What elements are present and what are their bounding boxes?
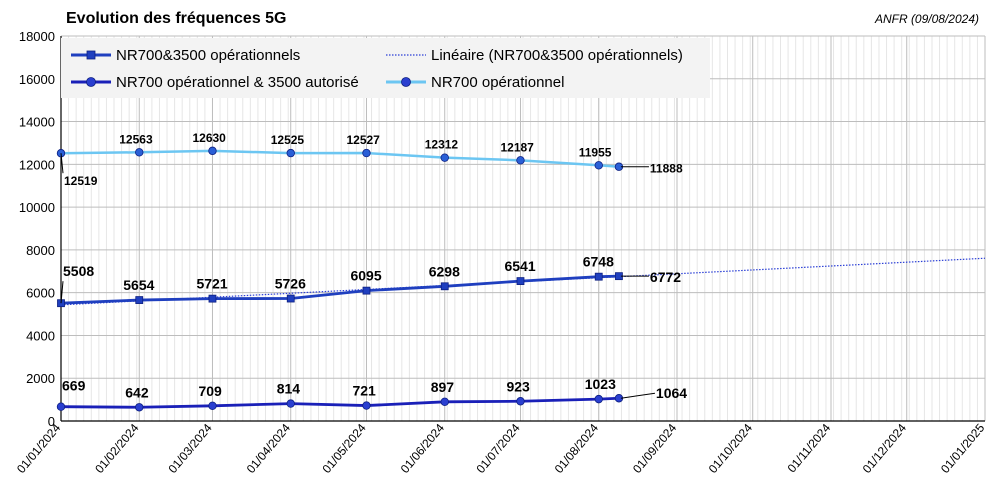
data-point: [516, 156, 525, 165]
data-label: 5508: [63, 263, 94, 279]
x-tick-label: 01/01/2024: [14, 421, 64, 476]
data-label: 12630: [192, 131, 226, 145]
label-leader: [620, 392, 656, 399]
x-tick-label: 01/02/2024: [92, 421, 142, 476]
data-point: [208, 294, 217, 303]
data-point: [362, 286, 371, 295]
data-label: 6541: [504, 258, 535, 274]
data-label: 709: [198, 383, 222, 399]
data-point: [440, 282, 449, 291]
y-tick-label: 18000: [19, 29, 55, 44]
data-label: 897: [431, 379, 455, 395]
data-point: [440, 397, 449, 407]
x-tick-label: 01/01/2025: [938, 421, 988, 476]
x-tick-label: 01/12/2024: [860, 421, 910, 476]
legend-label: NR700 opérationnel: [431, 74, 564, 91]
data-point: [362, 401, 371, 410]
data-point: [516, 397, 525, 406]
data-label: 642: [125, 384, 149, 400]
y-tick-label: 8000: [26, 243, 55, 258]
data-label: 12527: [346, 133, 380, 147]
data-label: 12525: [271, 133, 305, 147]
data-point: [286, 399, 295, 408]
y-tick-label: 10000: [19, 200, 55, 215]
legend-box: [61, 38, 710, 98]
x-tick-label: 01/04/2024: [244, 421, 294, 476]
data-label: 1023: [585, 376, 616, 392]
data-point: [440, 153, 449, 162]
data-point: [208, 401, 217, 411]
data-label: 814: [277, 381, 301, 397]
data-point: [135, 403, 144, 412]
data-point: [135, 148, 144, 157]
legend-marker: [401, 77, 411, 87]
data-label: 721: [352, 383, 376, 399]
legend-label: NR700 opérationnel & 3500 autorisé: [116, 74, 359, 91]
x-tick-label: 01/06/2024: [398, 421, 448, 476]
data-label: 923: [506, 378, 530, 394]
legend: NR700&3500 opérationnels Linéaire (NR700&…: [61, 38, 710, 98]
data-point: [594, 394, 603, 404]
data-label: 6772: [650, 269, 681, 285]
data-point: [135, 296, 144, 304]
y-tick-label: 0: [48, 414, 55, 429]
data-point: [286, 294, 295, 303]
x-tick-label: 01/10/2024: [706, 421, 756, 476]
y-tick-label: 12000: [19, 157, 55, 172]
data-point: [516, 277, 525, 285]
legend-marker: [86, 77, 96, 87]
y-tick-label: 14000: [19, 115, 55, 130]
label-leader: [60, 153, 64, 174]
y-tick-label: 4000: [26, 328, 55, 343]
data-point: [594, 272, 603, 281]
data-label: 12312: [425, 138, 459, 152]
data-point: [286, 148, 295, 158]
chart-title: Evolution des fréquences 5G: [66, 10, 287, 27]
data-label: 6298: [429, 263, 460, 279]
data-label: 11888: [650, 162, 683, 176]
data-label: 1064: [656, 385, 687, 401]
data-label: 12187: [500, 140, 534, 154]
data-label: 11955: [579, 145, 612, 159]
x-tick-label: 01/03/2024: [165, 421, 215, 476]
data-point: [56, 402, 66, 411]
data-label: 6095: [350, 268, 381, 284]
x-tick-label: 01/09/2024: [630, 421, 680, 476]
y-tick-label: 16000: [19, 72, 55, 87]
data-label: 5721: [196, 276, 227, 292]
data-label: 12519: [64, 174, 98, 188]
data-point: [594, 161, 603, 170]
chart-source: ANFR (09/08/2024): [874, 12, 979, 26]
y-tick-label: 2000: [26, 371, 55, 386]
x-tick-label: 01/11/2024: [785, 421, 834, 476]
legend-label: NR700&3500 opérationnels: [116, 47, 300, 64]
data-label: 6748: [583, 254, 614, 270]
data-point: [208, 146, 217, 156]
data-label: 12563: [119, 132, 153, 146]
data-point: [362, 148, 371, 158]
legend-marker: [86, 50, 96, 60]
y-tick-label: 6000: [26, 286, 55, 301]
data-label: 669: [62, 378, 86, 394]
label-leader: [60, 281, 64, 304]
x-tick-label: 01/05/2024: [319, 421, 369, 476]
x-tick-label: 01/07/2024: [473, 421, 523, 476]
x-tick-label: 01/08/2024: [552, 421, 602, 476]
legend-label: Linéaire (NR700&3500 opérationnels): [431, 47, 683, 64]
data-label: 5726: [275, 276, 306, 292]
data-label: 5654: [123, 277, 154, 293]
